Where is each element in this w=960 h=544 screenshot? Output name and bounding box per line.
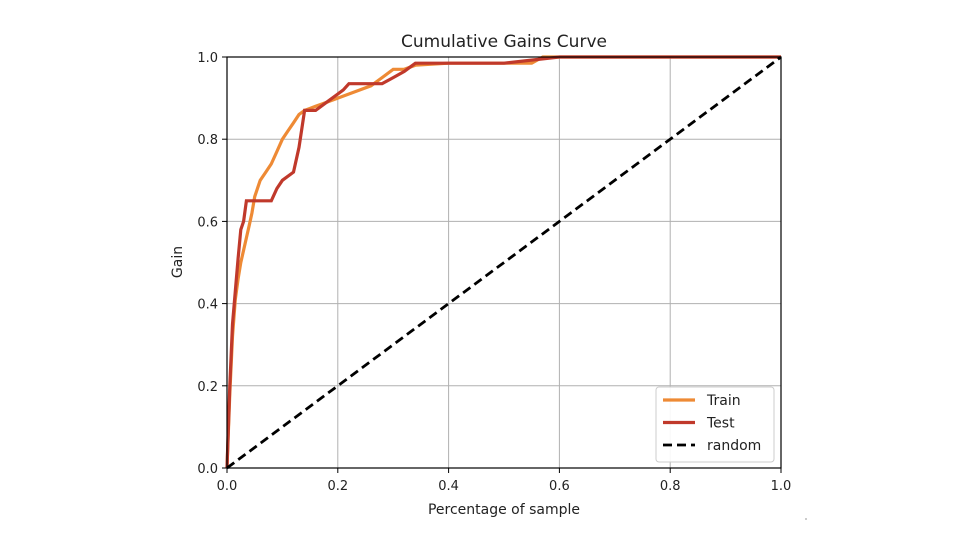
x-tick-label: 0.4 [438,479,459,494]
x-tick-label: 0.2 [327,479,348,494]
legend-label-random: random [707,438,761,454]
plot-lines [225,55,782,470]
legend-label-test: Test [706,416,735,432]
x-tick-label: 0.6 [549,479,570,494]
series-line-test [225,55,781,469]
legend-box [655,386,775,463]
legend: Train Test random [655,386,775,463]
x-tick-label: 0.0 [217,479,238,494]
series-line-random [226,55,782,470]
y-tick-label: 0.4 [197,298,218,313]
y-axis-label: Gain [170,246,186,278]
y-tick-label: 0.8 [197,133,218,148]
x-axis-label: Percentage of sample [428,502,580,518]
y-tick-label: 0.2 [197,380,218,395]
x-tick-label: 1.0 [771,479,792,494]
y-tick-label: 0.6 [197,215,218,230]
axis-ticks: 0.0 0.2 0.4 0.6 0.8 1.0 0.0 0.2 0.4 0.6 0.8 1.0 [197,51,791,494]
chart-title: Cumulative Gains Curve [401,32,607,52]
x-tick-label: 0.8 [660,479,681,494]
y-tick-label: 0.0 [197,462,218,477]
y-tick-label: 1.0 [197,51,218,66]
legend-label-train: Train [706,393,741,409]
plot-frame [226,56,782,469]
